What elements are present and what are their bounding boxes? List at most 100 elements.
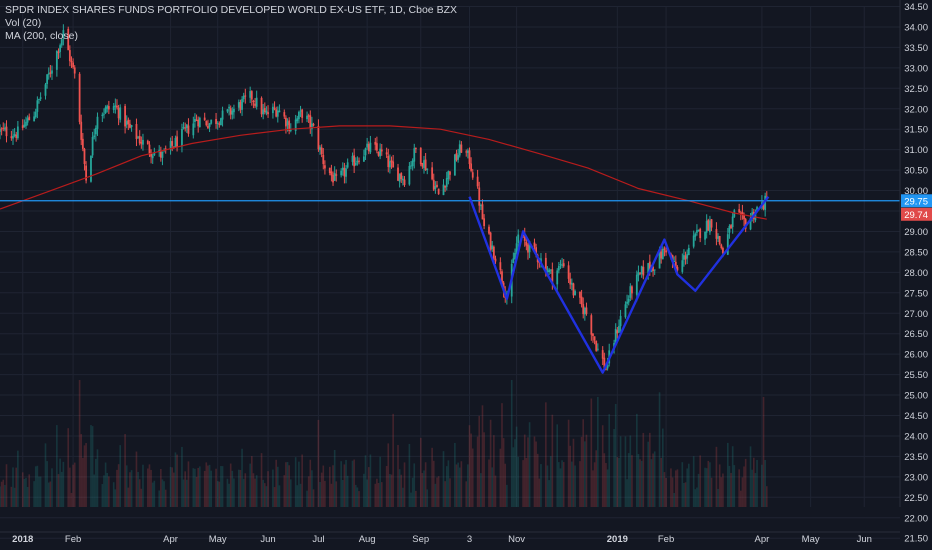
volume-bar [13, 487, 16, 507]
volume-bar [239, 469, 242, 507]
candle-body [369, 142, 372, 153]
legend-volume: Vol (20) [5, 17, 42, 29]
candle-body [91, 137, 94, 156]
volume-bar [683, 482, 685, 507]
candle-body [624, 304, 627, 318]
candle-body [483, 218, 486, 227]
volume-bar [135, 451, 138, 507]
volume-bar [522, 460, 524, 507]
candle-body [717, 236, 719, 239]
candle-body [60, 39, 63, 46]
volume-bar [626, 479, 628, 507]
candle-body [306, 115, 308, 120]
candle-body [283, 112, 286, 117]
candle-body [198, 117, 201, 128]
last-price-tag: 29.75 [901, 194, 932, 208]
candle-body [333, 173, 336, 181]
candle-body [124, 106, 126, 127]
volume-bar [5, 464, 8, 507]
volume-bar [483, 432, 485, 507]
price-tick-label: 23.00 [904, 472, 928, 483]
candle-body [192, 123, 195, 136]
moving-average-line [0, 125, 767, 220]
price-tick-label: 22.00 [904, 513, 928, 524]
volume-bar [662, 428, 664, 507]
volume-bar [517, 456, 520, 507]
candle-body [618, 325, 620, 333]
candle-body [388, 161, 391, 168]
volume-bar [228, 483, 230, 507]
candle-body [639, 272, 641, 274]
candle-body [353, 155, 356, 167]
volume-bar [26, 486, 29, 507]
volume-bar [85, 443, 87, 507]
candle-body [218, 123, 221, 125]
candle-body [663, 248, 666, 250]
candle-body [104, 107, 107, 114]
volume-bar [640, 460, 643, 507]
candle-body [726, 234, 729, 255]
candle-body [262, 109, 265, 115]
candle-body [260, 97, 263, 115]
candle-body [481, 204, 484, 220]
candle-body [51, 70, 53, 74]
candle-body [466, 150, 469, 153]
volume-bar [340, 461, 342, 507]
price-tick-label: 28.00 [904, 268, 928, 279]
volume-bar [129, 472, 131, 507]
volume-bar [540, 464, 542, 507]
volume-bar [597, 396, 599, 507]
candle-body [687, 247, 690, 256]
candle-body [437, 188, 440, 195]
volume-bar [17, 450, 19, 507]
volume-bar [488, 459, 490, 507]
candle-body [424, 159, 427, 171]
volume-bar [319, 481, 321, 507]
volume-bar [392, 413, 394, 507]
volume-bar [220, 466, 222, 507]
price-axis[interactable]: 34.50 34.00 33.50 33.00 32.50 32.00 31.50 31.00… [904, 2, 928, 545]
volume-bar [309, 459, 312, 507]
candle-body [151, 155, 154, 159]
volume-bar [208, 464, 211, 507]
volume-bar [658, 392, 661, 507]
price-tick-label: 31.50 [904, 125, 928, 136]
candle-body [67, 28, 70, 51]
volume-bar [288, 465, 290, 507]
drawn-pattern-line[interactable] [468, 195, 770, 374]
candle-body [574, 291, 576, 296]
time-tick-label: Jul [312, 534, 324, 545]
candle-body [332, 174, 334, 183]
volume-bar [181, 446, 183, 507]
candle-body [697, 229, 700, 232]
candle-body [718, 235, 721, 245]
volume-bar [424, 462, 427, 507]
candle-body [231, 110, 234, 115]
volume-bar [606, 469, 609, 507]
volume-bar [285, 462, 287, 507]
volume-bar [494, 475, 497, 507]
candle-body [401, 178, 404, 181]
candle-body [161, 151, 164, 158]
candle-body [181, 129, 183, 147]
volume-bar [533, 436, 536, 507]
candle-body [185, 124, 188, 129]
volume-bar [72, 464, 74, 507]
candle-body [364, 148, 367, 156]
volume-bar [69, 467, 71, 507]
volume-bar [642, 432, 645, 507]
volume-bar [186, 479, 188, 507]
time-axis[interactable]: 2018 Feb Apr May Jun Jul Aug Sep 3 Nov 2019 Feb Apr M… [12, 534, 872, 545]
volume-bar [636, 413, 638, 507]
volume-bar [341, 479, 344, 507]
candle-body [592, 333, 594, 336]
volume-bar [150, 469, 152, 507]
volume-bar [710, 477, 713, 507]
candle-body [583, 307, 586, 315]
volume-bar [720, 477, 723, 507]
candle-body [146, 140, 149, 145]
candle-body [631, 286, 633, 294]
candle-body [616, 330, 619, 334]
volume-bar [332, 465, 334, 507]
